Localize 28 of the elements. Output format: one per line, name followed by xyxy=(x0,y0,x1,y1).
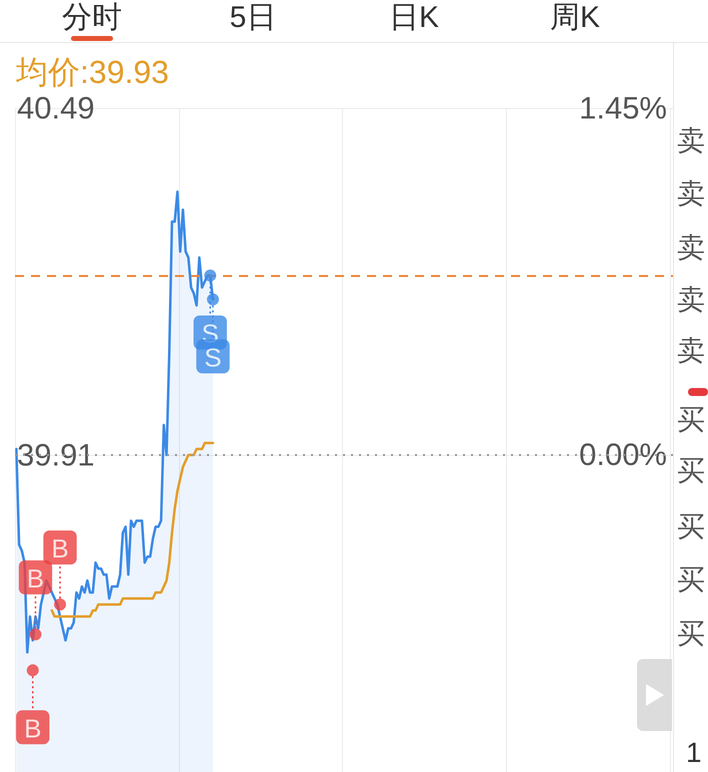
y2-tick-label: 1.45% xyxy=(579,90,667,126)
text: 5日 xyxy=(228,1,278,35)
text: 买 xyxy=(677,618,705,649)
point xyxy=(206,293,219,306)
text: 卖 xyxy=(677,178,705,209)
y-tick-label: 39.91 xyxy=(17,437,95,472)
text: 买 xyxy=(677,564,705,595)
y2-tick-label: 0.00% xyxy=(579,436,667,472)
text: 卖 xyxy=(677,284,705,315)
text: 卖 xyxy=(677,232,705,263)
text: 买 xyxy=(677,404,705,435)
data-label: B xyxy=(51,534,69,564)
text: 分时 xyxy=(61,1,123,35)
text: 1 xyxy=(686,737,702,768)
text: 卖 xyxy=(677,335,705,366)
text: 买 xyxy=(677,511,705,542)
data-label: B xyxy=(26,563,44,594)
y-tick-label: 40.49 xyxy=(17,90,95,126)
point xyxy=(54,598,66,610)
point xyxy=(29,628,42,640)
text: 周K xyxy=(548,1,601,35)
data-label: B xyxy=(24,713,42,744)
text: 日K xyxy=(388,1,440,35)
point xyxy=(26,664,39,676)
text: 卖 xyxy=(677,125,705,156)
text: 买 xyxy=(677,455,705,486)
point xyxy=(204,270,216,282)
text: 均价:39.93 xyxy=(15,54,169,90)
